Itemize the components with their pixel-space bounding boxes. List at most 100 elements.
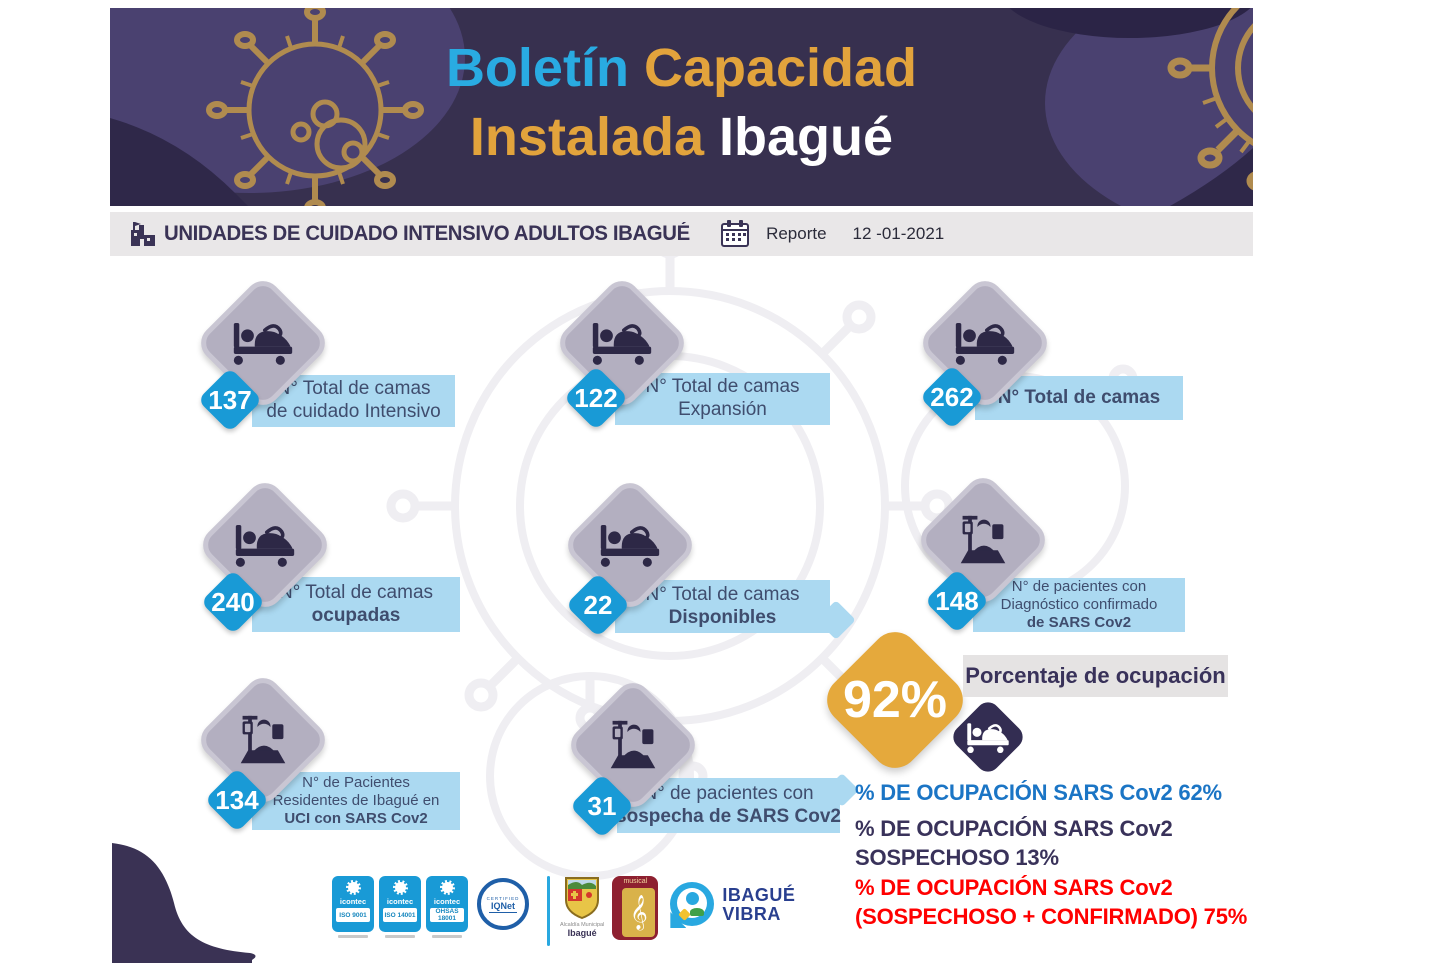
stat-label-line: sospecha de SARS Cov2 xyxy=(616,805,841,827)
gear-icon xyxy=(439,880,455,895)
calendar-icon xyxy=(721,220,750,247)
patient-iv-icon xyxy=(607,718,659,772)
iqnet-arc-text: CERTIFIED xyxy=(486,895,520,901)
stat-value-badge: 134 xyxy=(204,767,270,833)
gear-icon xyxy=(392,880,408,895)
occupancy-percent-value: 92% xyxy=(842,671,948,729)
ibague-capital-musical-logo: musical 𝄞 xyxy=(612,876,659,940)
stat-value-badge: 31 xyxy=(569,773,635,839)
stat-value: 262 xyxy=(930,381,974,412)
percentage-text: % DE OCUPACIÓN SARS Cov2 xyxy=(855,816,1173,841)
musical-inner: 𝄞 xyxy=(622,888,656,937)
stat-label-line: Expansión xyxy=(678,399,767,420)
vibra-word-1: IBAGUÉ xyxy=(722,885,796,905)
bed-icon xyxy=(966,721,1010,754)
stat-label-line: UCI con SARS Cov2 xyxy=(284,810,428,827)
map-pin-icon xyxy=(670,882,715,928)
stat-label: N° Total de camas Disponibles xyxy=(615,580,830,633)
percentage-text: (SOSPECHOSO + CONFIRMADO) 75% xyxy=(855,904,1248,929)
percentage-text: % DE OCUPACIÓN SARS Cov2 62% xyxy=(855,780,1222,805)
stat-label-line: de SARS Cov2 xyxy=(1026,614,1132,631)
bulletin-canvas: Boletín Capacidad Instalada Ibagué UNIDA… xyxy=(110,8,1253,963)
certificate-microtext xyxy=(385,935,415,938)
certification-badge: icontec ISO 14001 xyxy=(379,876,421,938)
vibra-wordmark: IBAGUÉ VIBRA xyxy=(722,886,795,924)
certification-badges: icontec ISO 9001 icontec ISO 14001 icontec OH… xyxy=(332,876,473,938)
title-word-ibague: Ibagué xyxy=(719,107,894,167)
bed-icon xyxy=(591,320,653,366)
occupancy-percentage-line: % DE OCUPACIÓN SARS Cov2 62% xyxy=(855,778,1222,807)
stat-value: 148 xyxy=(935,585,979,616)
icontec-brand: icontec xyxy=(386,897,414,906)
section-title: UNIDADES DE CUIDADO INTENSIVO ADULTOS IB… xyxy=(164,222,690,245)
percentage-text: SOSPECHOSO 13% xyxy=(855,845,1059,870)
coat-of-arms-icon xyxy=(565,877,600,920)
stat-value: 134 xyxy=(215,784,259,815)
gear-icon xyxy=(345,880,361,895)
stat-value-badge: 122 xyxy=(563,365,629,431)
stat-label-line: N° de pacientes con xyxy=(643,782,814,804)
bed-icon xyxy=(234,522,296,568)
certificate-microtext xyxy=(432,935,462,938)
stat-label-line: N° Total de camas xyxy=(276,378,431,400)
stat-label-line: N° Total de camas xyxy=(997,386,1161,408)
corner-blob-decoration xyxy=(112,843,256,963)
stat-label-line: de cuidado Intensivo xyxy=(266,401,441,422)
title-word-instalada: Instalada xyxy=(469,107,705,167)
report-date: 12 -01-2021 xyxy=(852,224,945,243)
footer-logos: icontec ISO 9001 icontec ISO 14001 icontec OH… xyxy=(332,876,795,946)
occupancy-bed-diamond xyxy=(948,697,1028,777)
footer-divider xyxy=(547,876,550,946)
bed-icon xyxy=(599,522,661,568)
bed-icon xyxy=(954,320,1016,366)
hospital-icon xyxy=(131,222,155,246)
stat-label-line: N° Total de camas xyxy=(645,583,800,605)
header-banner: Boletín Capacidad Instalada Ibagué xyxy=(110,8,1253,206)
percentage-text: % DE OCUPACIÓN SARS Cov2 xyxy=(855,875,1173,900)
alcaldia-logo: Alcaldía Municipal Ibagué xyxy=(560,876,604,938)
vibra-word-2: VIBRA xyxy=(722,904,781,924)
alcaldia-name: Ibagué xyxy=(567,928,597,938)
standard-label: ISO 9001 xyxy=(336,908,370,922)
stat-value: 31 xyxy=(587,790,617,821)
stat-label: N° de pacientes con sospecha de SARS Cov2 xyxy=(616,778,841,833)
stat-label-line: Residentes de Ibagué en xyxy=(272,792,440,809)
stat-value-badge: 137 xyxy=(197,367,263,433)
occupancy-label: Porcentaje de ocupación xyxy=(963,655,1228,697)
occupancy-bed-wrap xyxy=(960,709,1016,765)
stat-value-badge: 240 xyxy=(200,569,266,635)
pin-green-hill xyxy=(690,908,705,916)
stat-label-line: N° de pacientes con xyxy=(1011,578,1147,595)
occupancy-percent-diamond: 92% xyxy=(817,622,973,778)
title-word-boletin: Boletín xyxy=(445,38,629,98)
icontec-badge: icontec ISO 9001 xyxy=(332,876,374,932)
stat-value: 122 xyxy=(574,382,618,413)
title-line-1: Boletín Capacidad xyxy=(110,34,1253,103)
iqnet-logo: CERTIFIED IQNet xyxy=(477,878,529,930)
title-line-2: Instalada Ibagué xyxy=(110,103,1253,172)
header-decoration xyxy=(110,8,1253,206)
icontec-brand: icontec xyxy=(339,897,367,906)
occupancy-percentage-line: % DE OCUPACIÓN SARS Cov2 (SOSPECHOSO + CO… xyxy=(855,873,1247,931)
page-title: Boletín Capacidad Instalada Ibagué xyxy=(110,34,1253,172)
occupancy-percentage-line: % DE OCUPACIÓN SARS Cov2 SOSPECHOSO 13% xyxy=(855,814,1173,872)
musical-caption: musical xyxy=(623,878,648,885)
icontec-brand: icontec xyxy=(433,897,461,906)
ibague-vibra-logo: IBAGUÉ VIBRA xyxy=(670,876,795,928)
stat-label-line: N° de Pacientes xyxy=(302,774,410,791)
patient-iv-icon xyxy=(237,713,289,767)
section-bar: UNIDADES DE CUIDADO INTENSIVO ADULTOS IB… xyxy=(110,212,1253,256)
icontec-badge: icontec OHSAS 18001 xyxy=(426,876,468,932)
bed-icon xyxy=(232,320,294,366)
report-label: Reporte xyxy=(766,224,827,243)
stat-label-line: N° Total de camas xyxy=(278,581,434,603)
stat-value-badge: 262 xyxy=(919,364,985,430)
stat-icon-wrap xyxy=(939,496,1027,584)
standard-label: ISO 14001 xyxy=(383,908,417,922)
stat-value-badge: 22 xyxy=(565,572,631,638)
standard-label: OHSAS 18001 xyxy=(430,908,464,922)
treble-clef-icon: 𝄞 xyxy=(629,894,648,930)
stat-label-line: Disponibles xyxy=(668,606,777,628)
stat-value: 22 xyxy=(583,589,613,620)
